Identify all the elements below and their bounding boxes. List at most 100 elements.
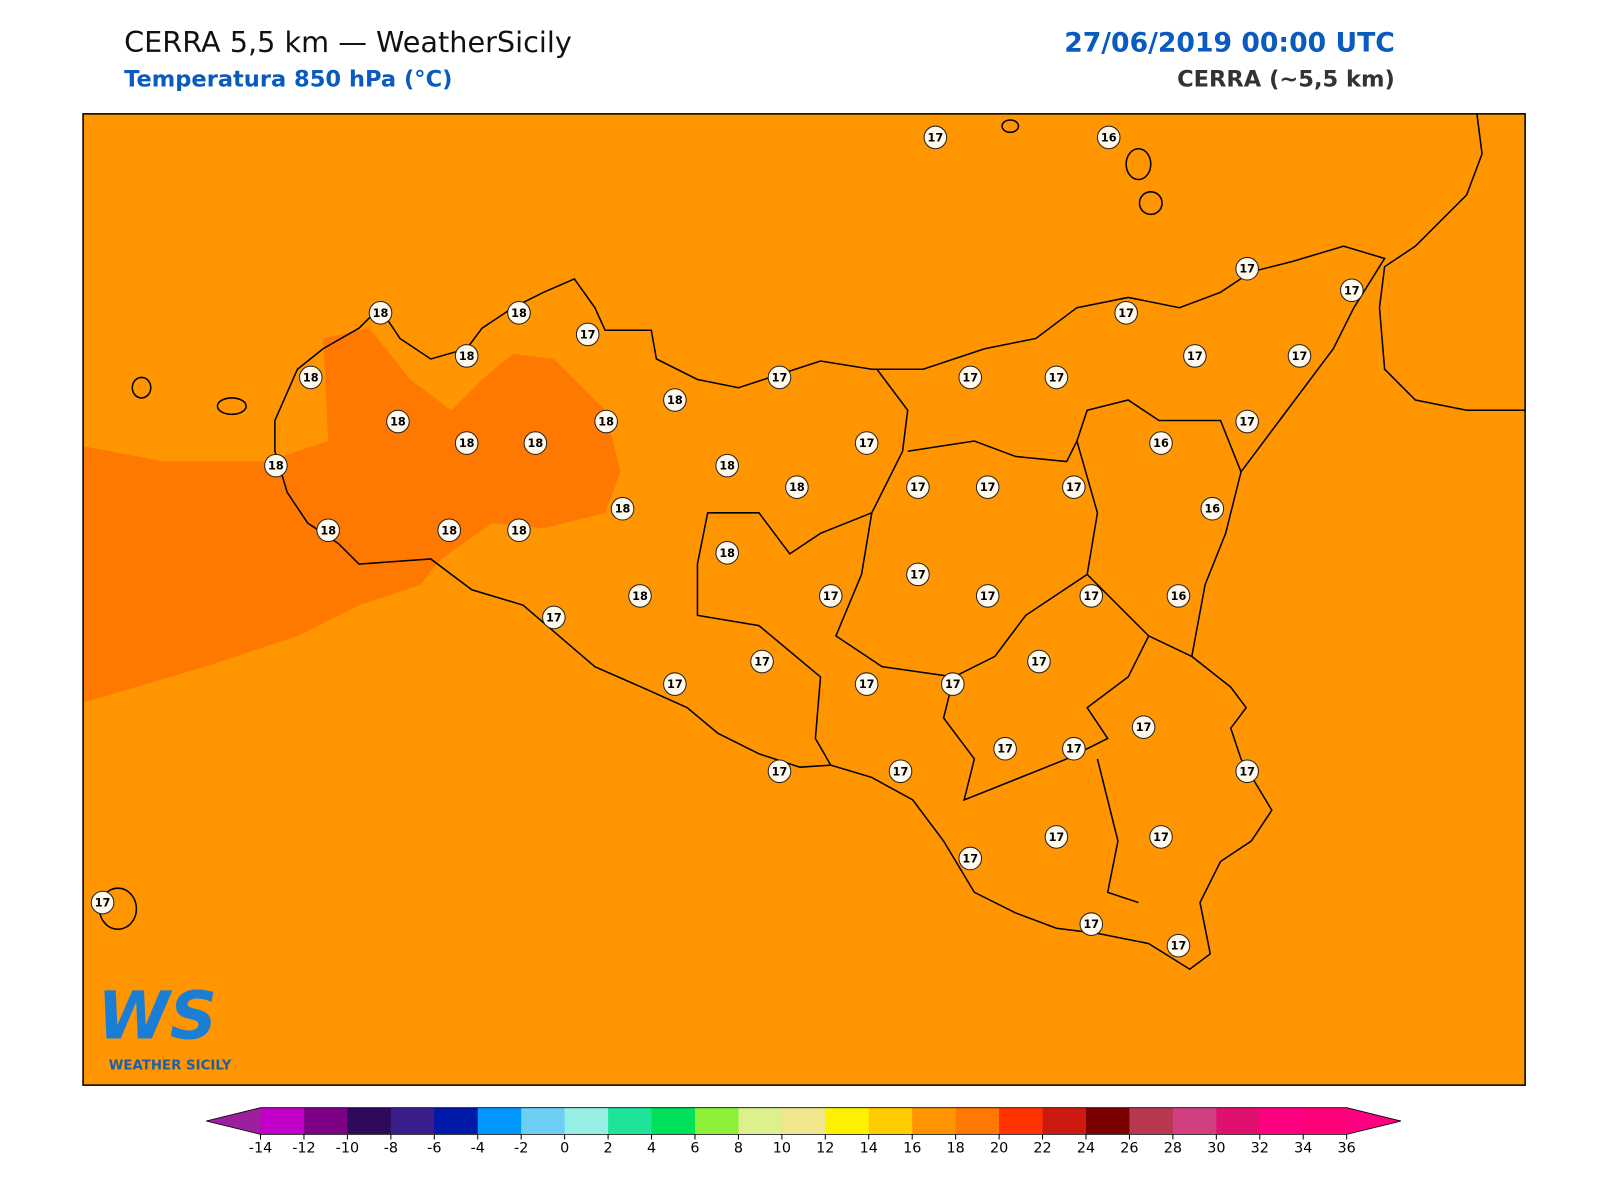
station-marker: [1166, 933, 1191, 958]
station-value: 18: [459, 350, 475, 363]
station-marker: [1183, 344, 1207, 368]
station-marker: [437, 518, 462, 543]
colorbar-bin: [1085, 1107, 1130, 1135]
station-value: 17: [962, 371, 978, 384]
station-marker: [1166, 584, 1191, 608]
colorbar-tick-label: 34: [1294, 1141, 1312, 1157]
stations: 17 16 18 18 17 18 18 17 17 17 17 17 17 17 17 18 18 18 17 18…: [90, 125, 1364, 958]
station-value: 18: [268, 460, 284, 473]
station-value: 16: [1171, 590, 1187, 603]
station-marker: [975, 584, 1000, 608]
station-marker: [1235, 759, 1259, 784]
station-value: 17: [980, 481, 996, 494]
station-value: 17: [1239, 416, 1255, 429]
coastline-sicily: [274, 245, 1386, 971]
colorbar-bin: [781, 1107, 826, 1135]
colorbar-tick-label: -6: [427, 1141, 441, 1157]
station-value: 17: [754, 656, 770, 669]
station-marker: [368, 301, 393, 325]
station-value: 17: [1083, 918, 1099, 931]
colorbar-bin: [608, 1107, 653, 1135]
station-marker: [715, 453, 739, 478]
station-value: 16: [1101, 131, 1117, 144]
station-value: 16: [1204, 503, 1220, 516]
station-marker: [975, 475, 1000, 499]
colorbar-tick-label: 36: [1338, 1141, 1356, 1157]
station-marker: [1062, 475, 1086, 499]
station-value: 18: [373, 307, 389, 320]
station-value: 17: [772, 371, 788, 384]
station-marker: [316, 518, 340, 543]
provincial-borders: [696, 368, 1242, 904]
station-value: 18: [789, 481, 805, 494]
station-value: 17: [1066, 481, 1082, 494]
station-value: 17: [1292, 350, 1308, 363]
station-value: 17: [95, 897, 111, 910]
colorbar-under: [206, 1107, 261, 1135]
station-value: 17: [945, 678, 961, 691]
station-marker: [818, 584, 843, 608]
logo-mark: WS: [97, 979, 217, 1055]
station-value: 18: [632, 590, 648, 603]
colorbar-tick-label: -8: [384, 1141, 398, 1157]
station-value: 17: [1239, 263, 1255, 276]
colorbar-tick-label: 24: [1077, 1141, 1095, 1157]
station-value: 17: [980, 590, 996, 603]
colorbar-bin: [999, 1107, 1044, 1135]
colorbar-tick-label: -10: [336, 1141, 359, 1157]
station-marker: [767, 365, 792, 390]
colorbar-bin: [738, 1107, 783, 1135]
island-lipari: [1125, 147, 1152, 181]
station-value: 17: [893, 765, 909, 778]
colorbar-tick-label: 16: [903, 1141, 921, 1157]
field-patch: [83, 328, 621, 703]
colorbar-tick-label: 6: [690, 1141, 699, 1157]
station-marker: [1200, 496, 1225, 521]
station-value: 17: [772, 765, 788, 778]
colorbar-tick-label: 2: [604, 1141, 613, 1157]
station-value: 18: [511, 524, 527, 537]
coastline-calabria: [1378, 113, 1526, 412]
station-marker: [1114, 301, 1138, 325]
station-marker: [1027, 649, 1051, 674]
station-value: 17: [910, 481, 926, 494]
station-value: 18: [390, 416, 406, 429]
colorbar-tick-label: -2: [514, 1141, 528, 1157]
station-value: 17: [580, 328, 596, 341]
colorbar-bin: [1216, 1107, 1261, 1135]
station-value: 18: [511, 307, 527, 320]
map-frame: [82, 113, 1526, 1086]
station-marker: [958, 365, 983, 390]
station-marker: [1287, 344, 1312, 368]
station-value: 18: [320, 524, 336, 537]
station-value: 17: [1187, 350, 1203, 363]
colorbar-tick-label: -4: [471, 1141, 485, 1157]
colorbar: -14 -12 -10 -8 -6 -4 -2 0 2 4 6 8 10 12 14 16 18 20 22 24 26…: [206, 1107, 1402, 1157]
colorbar-bin: [694, 1107, 739, 1135]
colorbar-bin: [477, 1107, 522, 1135]
subtitle: Temperatura 850 hPa (°C): [124, 67, 452, 93]
station-marker: [1149, 825, 1173, 849]
station-marker: [628, 584, 652, 608]
station-marker: [298, 365, 323, 390]
station-marker: [1149, 431, 1173, 455]
logo-text: WEATHER SICILY: [109, 1059, 232, 1074]
colorbar-bin: [912, 1107, 957, 1135]
station-value: 18: [719, 547, 735, 560]
station-value: 18: [459, 437, 475, 450]
station-value: 17: [928, 131, 944, 144]
station-marker: [923, 125, 948, 150]
station-marker: [767, 759, 792, 784]
station-marker: [507, 518, 531, 543]
model-label: CERRA (~5,5 km): [1177, 67, 1395, 93]
station-value: 17: [962, 852, 978, 865]
colorbar-bin: [260, 1107, 305, 1135]
station-value: 17: [1049, 831, 1065, 844]
station-value: 17: [1066, 743, 1082, 756]
station-value: 17: [859, 437, 875, 450]
colorbar-bin: [1172, 1107, 1217, 1135]
station-marker: [906, 562, 930, 587]
station-value: 18: [528, 437, 544, 450]
